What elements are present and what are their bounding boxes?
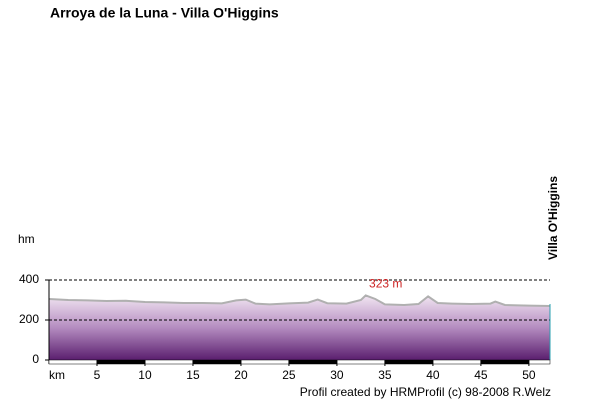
x-tick-label: 35 (378, 368, 392, 382)
area-fill (49, 295, 550, 360)
x-tick-label: 50 (522, 368, 536, 382)
x-tick-label: 45 (474, 368, 488, 382)
y-axis-label: hm (18, 232, 35, 246)
x-tick-label: 15 (186, 368, 200, 382)
distance-bar-segment (288, 360, 337, 364)
y-tick-label: 400 (19, 272, 39, 286)
x-tick-label: 10 (138, 368, 152, 382)
x-tick-label: 30 (330, 368, 344, 382)
x-axis-label: km (49, 368, 65, 382)
x-tick-label: 5 (94, 368, 101, 382)
distance-bar-segment (96, 360, 145, 364)
profile-line (48, 294, 551, 307)
footer: Profil created by HRMProfil (c) 98-2008 … (300, 385, 551, 399)
x-tick-label: 25 (282, 368, 296, 382)
y-tick-label: 0 (32, 352, 39, 366)
x-tick-label: 40 (426, 368, 440, 382)
y-tick-label: 200 (19, 312, 39, 326)
chart-title: Arroya de la Luna - Villa O'Higgins (50, 5, 279, 21)
annotation: 323 m (369, 277, 402, 291)
end-label: Villa O'Higgins (546, 176, 560, 260)
distance-bar-segment (480, 360, 529, 364)
distance-bar-segment (384, 360, 433, 364)
distance-bar-segment (192, 360, 241, 364)
x-tick-label: 20 (234, 368, 248, 382)
